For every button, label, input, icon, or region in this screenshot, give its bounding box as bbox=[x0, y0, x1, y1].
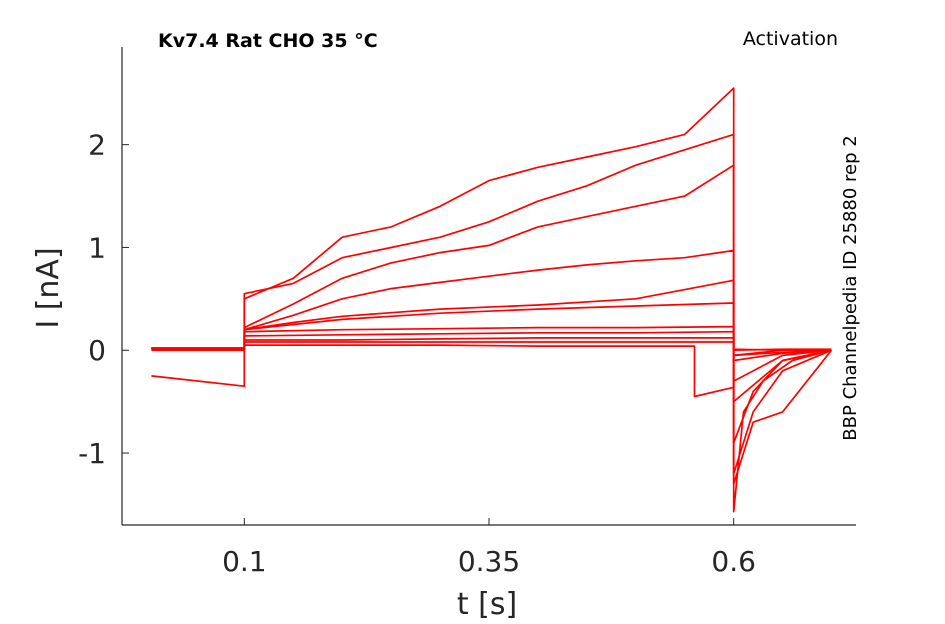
y-tick-label: 1 bbox=[88, 231, 106, 264]
y-tick-label: 0 bbox=[88, 334, 106, 367]
x-axis-label: t [s] bbox=[457, 587, 517, 622]
current-trace-7 bbox=[151, 279, 832, 403]
x-tick-label: 0.1 bbox=[222, 545, 267, 578]
current-trace-1 bbox=[151, 344, 832, 398]
current-trace-4 bbox=[151, 330, 832, 357]
current-trace-3 bbox=[151, 337, 832, 352]
traces-group bbox=[151, 87, 833, 513]
side-source-label: BBP Channelpedia ID 25880 rep 2 bbox=[840, 135, 861, 440]
x-tick-label: 0.35 bbox=[458, 545, 520, 578]
x-ticks-group: 0.1 0.35 0.6 bbox=[222, 518, 756, 578]
current-trace-10 bbox=[151, 133, 833, 485]
current-trace-9 bbox=[151, 164, 832, 475]
y-ticks-group: -1 0 1 2 bbox=[78, 129, 129, 470]
current-trace-8 bbox=[151, 249, 832, 444]
current-trace-11 bbox=[151, 87, 832, 513]
chart-title: Kv7.4 Rat CHO 35 °C bbox=[158, 30, 378, 52]
y-tick-label: 2 bbox=[88, 129, 106, 162]
chart-protocol-label: Activation bbox=[743, 28, 838, 50]
y-tick-label: -1 bbox=[78, 437, 106, 470]
y-axis-label: I [nA] bbox=[31, 247, 66, 328]
x-tick-label: 0.6 bbox=[711, 545, 756, 578]
